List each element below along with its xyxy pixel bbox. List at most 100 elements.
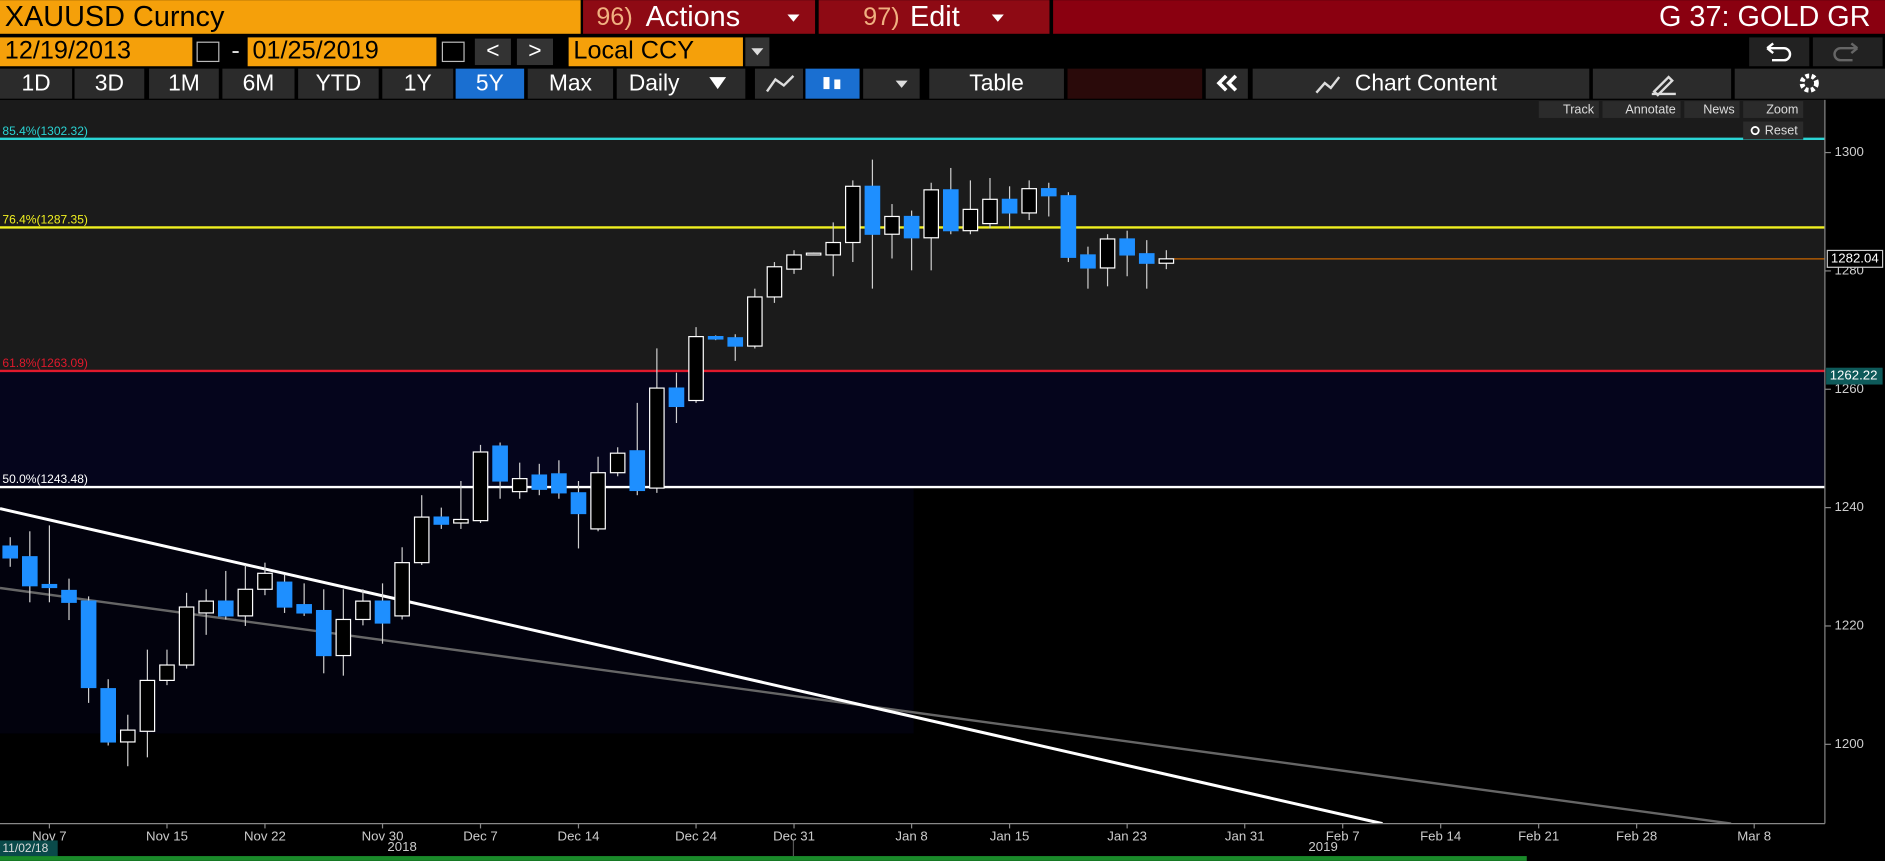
- candle-body: [257, 572, 273, 590]
- period-button[interactable]: [149, 68, 219, 99]
- currency-field[interactable]: [568, 37, 743, 67]
- next-label: >: [528, 37, 541, 63]
- dropdown-arrow: [751, 48, 764, 56]
- menu-label: Actions: [646, 1, 741, 33]
- candle-body: [766, 266, 783, 298]
- period-button[interactable]: [455, 68, 525, 99]
- candle-body: [159, 664, 175, 682]
- tool-button[interactable]: [1684, 101, 1740, 118]
- candle-body: [1060, 195, 1077, 258]
- period-button[interactable]: [0, 68, 73, 99]
- table-button[interactable]: [929, 68, 1064, 99]
- x-tick-label: Jan 15: [990, 828, 1030, 843]
- period-row: 1D 3D 1M 6M YTD 1Y 5Y Max Daily Table Chart Conten…: [0, 68, 1885, 99]
- candle-chart-button[interactable]: [805, 68, 860, 99]
- calendar-icon[interactable]: [441, 41, 465, 63]
- chart-type-dropdown[interactable]: [863, 68, 920, 99]
- candle-body: [629, 450, 646, 492]
- candle-body: [1080, 254, 1096, 269]
- undo-button[interactable]: [1749, 37, 1810, 67]
- period-label: 3D: [95, 69, 124, 95]
- start-label: 11/02/18: [2, 841, 48, 855]
- undo-icon: [1766, 42, 1792, 62]
- candle-body: [394, 562, 410, 617]
- candle-body: [982, 198, 998, 225]
- x-tick-label: Dec 31: [773, 828, 815, 843]
- period-button[interactable]: [298, 68, 379, 99]
- fib-label: 76.4%(1287.35): [2, 212, 88, 226]
- candle-body: [864, 185, 881, 235]
- menu-key: 97): [863, 3, 899, 31]
- function-title: G 37: GOLD GR: [1659, 1, 1871, 33]
- period-label: 1Y: [404, 69, 432, 95]
- start-date-field[interactable]: [0, 37, 193, 67]
- candle-body: [355, 600, 371, 621]
- band: [0, 370, 1825, 488]
- edit-menu[interactable]: [818, 0, 1050, 34]
- period-button[interactable]: [74, 68, 145, 99]
- candle-body: [747, 296, 763, 347]
- candle-body: [923, 189, 940, 239]
- tool-button[interactable]: [1743, 101, 1804, 118]
- candle-body: [668, 387, 685, 408]
- candle-body: [903, 215, 920, 239]
- candle-body: [198, 600, 214, 614]
- x-tick-label: Nov 30: [362, 828, 404, 843]
- chart-content-button[interactable]: [1252, 68, 1590, 99]
- end-date-field[interactable]: [247, 37, 437, 67]
- candle-body: [1040, 188, 1057, 197]
- tool-button[interactable]: [1602, 101, 1681, 118]
- actions-menu[interactable]: [583, 0, 816, 34]
- candle-body: [276, 581, 293, 608]
- period-button[interactable]: [527, 68, 614, 99]
- menu-key: 96): [596, 3, 632, 31]
- prev-label: <: [486, 37, 499, 63]
- x-axis-strip: [0, 823, 1885, 857]
- y-tick-label: 1300: [1835, 144, 1864, 159]
- period-button[interactable]: [222, 68, 295, 99]
- prev-button[interactable]: [474, 38, 511, 66]
- candle-body: [1099, 238, 1116, 269]
- frequency-button[interactable]: [616, 68, 746, 99]
- scroll-bar[interactable]: [0, 856, 1527, 861]
- candle-body: [100, 688, 117, 743]
- y-tick-label: 1220: [1835, 617, 1864, 632]
- period-label: Max: [549, 69, 593, 95]
- period-label: YTD: [316, 69, 362, 95]
- candle-body: [453, 518, 469, 524]
- candle-body: [805, 252, 822, 256]
- redo-button[interactable]: [1812, 37, 1883, 67]
- next-button[interactable]: [516, 38, 553, 66]
- x-tick-label: Dec 14: [558, 828, 600, 843]
- x-tick-label: Feb 28: [1616, 828, 1657, 843]
- candle-icon: [823, 77, 830, 90]
- fib-label: 50.0%(1243.48): [2, 472, 88, 486]
- candle-body: [845, 185, 861, 244]
- line-chart-button[interactable]: [754, 68, 804, 99]
- period-button[interactable]: [382, 68, 454, 99]
- candle-body: [609, 452, 626, 474]
- period-label: 1D: [21, 69, 50, 95]
- candle-body: [825, 241, 842, 256]
- settings-button[interactable]: [1734, 68, 1885, 99]
- dropdown-arrow: [709, 77, 727, 90]
- title-bar: [1053, 0, 1885, 34]
- dropdown-arrow: [991, 14, 1004, 22]
- last-price-label: 1282.04: [1831, 250, 1879, 265]
- candle-body: [472, 451, 489, 522]
- tool-button[interactable]: [1538, 101, 1599, 118]
- reset-button[interactable]: [1743, 121, 1804, 140]
- candle-body: [21, 556, 38, 587]
- candle-body: [139, 679, 156, 732]
- candle-body: [433, 516, 450, 525]
- candle-body: [727, 337, 744, 347]
- year-label: 2018: [387, 839, 416, 854]
- calendar-icon[interactable]: [196, 41, 220, 63]
- tool-label: Annotate: [1625, 102, 1675, 116]
- x-tick-label: Mar 8: [1737, 828, 1771, 843]
- start-date: 12/19/2013: [5, 36, 131, 64]
- menu-label: Edit: [910, 1, 960, 33]
- security-field[interactable]: [0, 0, 581, 34]
- period-label: 1M: [168, 69, 200, 95]
